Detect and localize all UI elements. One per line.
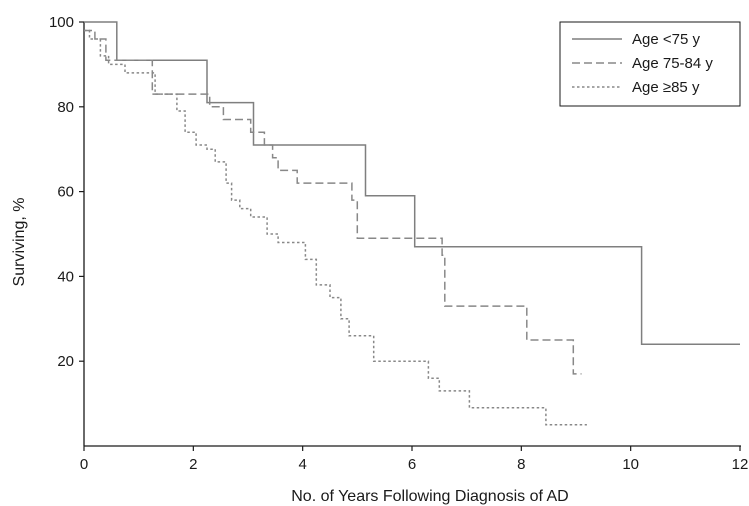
x-tick-label: 12 <box>732 456 749 473</box>
y-ticks: 20 40 60 80 100 <box>49 14 84 370</box>
y-tick-label: 40 <box>57 268 74 285</box>
x-tick-label: 6 <box>408 456 416 473</box>
x-tick-label: 2 <box>189 456 197 473</box>
y-tick-label: 100 <box>49 14 74 31</box>
y-tick-label: 80 <box>57 99 74 116</box>
x-tick-label: 10 <box>622 456 639 473</box>
y-tick-label: 20 <box>57 353 74 370</box>
series-line-3 <box>84 29 587 426</box>
legend-label-2: Age 75-84 y <box>632 55 713 72</box>
series-group <box>84 21 740 426</box>
x-ticks: 0 2 4 6 8 10 12 <box>80 446 749 473</box>
x-tick-label: 0 <box>80 456 88 473</box>
y-tick-label: 60 <box>57 184 74 201</box>
series-line-2 <box>84 29 582 375</box>
legend-label-3: Age ≥85 y <box>632 79 700 96</box>
legend: Age <75 y Age 75-84 y Age ≥85 y <box>559 21 741 107</box>
x-tick-label: 8 <box>517 456 525 473</box>
legend-label-1: Age <75 y <box>632 31 700 48</box>
legend-box <box>559 21 741 107</box>
x-axis-title: No. of Years Following Diagnosis of AD <box>291 488 568 505</box>
y-axis-title: Surviving, % <box>11 198 28 287</box>
x-tick-label: 4 <box>298 456 306 473</box>
